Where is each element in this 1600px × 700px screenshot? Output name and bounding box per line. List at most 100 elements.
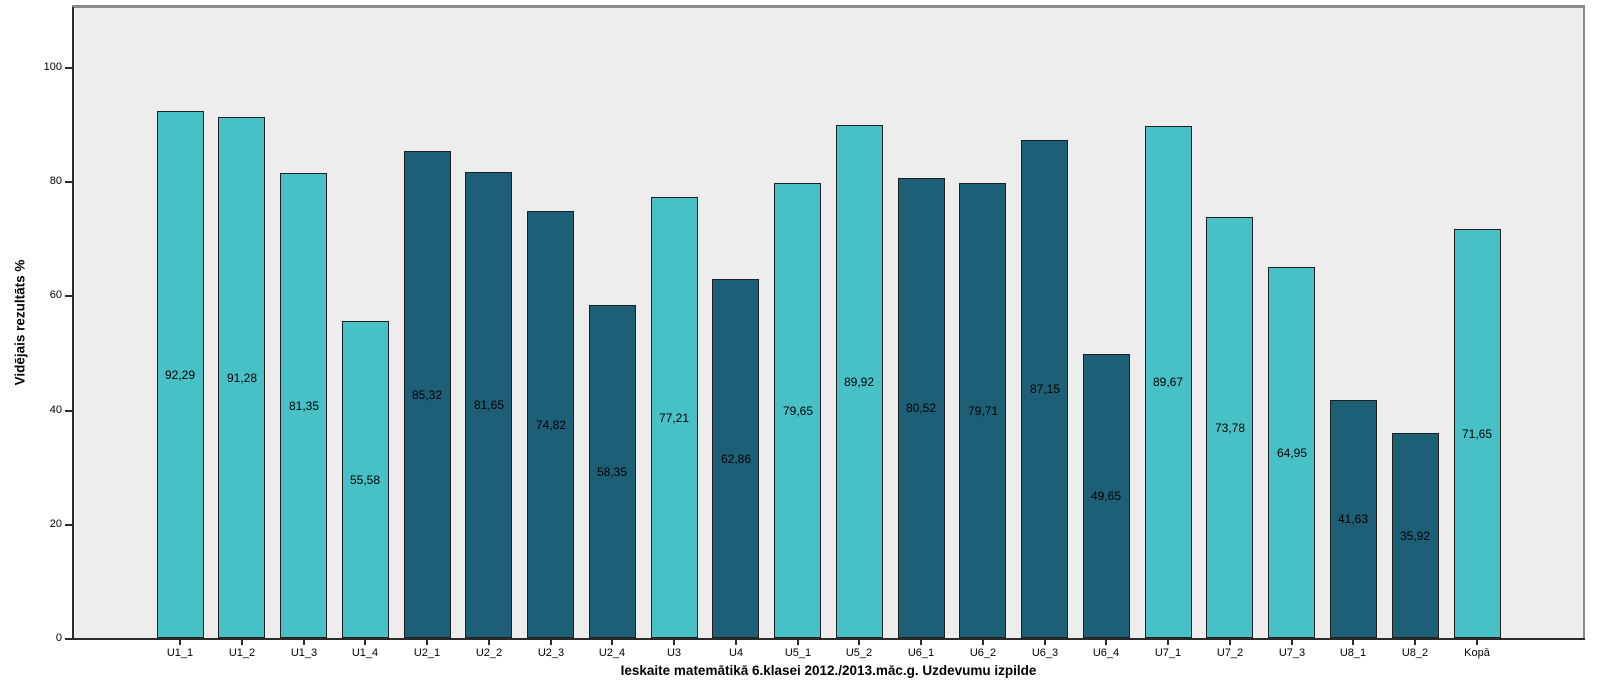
x-tick-label: U6_3: [1031, 647, 1059, 659]
bar-value-label: 62,86: [720, 452, 752, 466]
x-tick-label: U8_2: [1401, 647, 1429, 659]
x-tick-mark: [1414, 640, 1416, 645]
x-tick-label: U5_1: [784, 647, 812, 659]
x-tick-mark: [1229, 640, 1231, 645]
bar-U5_1: [774, 183, 821, 638]
x-tick-mark: [920, 640, 922, 645]
y-tick-label: 100: [43, 61, 62, 73]
bar-U6_3: [1021, 140, 1068, 638]
x-axis-title: Ieskaite matemātikā 6.klasei 2012./2013.…: [620, 663, 1037, 678]
bar-value-label: 73,78: [1214, 421, 1246, 435]
x-tick-mark: [982, 640, 984, 645]
plot-frame-top: [72, 5, 1585, 8]
bar-value-label: 71,65: [1461, 427, 1493, 441]
x-tick-mark: [1476, 640, 1478, 645]
x-tick-label: U2_2: [475, 647, 503, 659]
y-tick-label: 20: [49, 518, 62, 530]
x-tick-label: U1_4: [351, 647, 379, 659]
y-tick-mark: [65, 67, 72, 69]
y-tick-label: 0: [55, 632, 62, 644]
bar-value-label: 81,65: [473, 398, 505, 412]
bar-value-label: 92,29: [164, 368, 196, 382]
bar-value-label: 41,63: [1337, 512, 1369, 526]
bar-value-label: 79,71: [967, 404, 999, 418]
x-tick-mark: [426, 640, 428, 645]
bar-U8_2: [1392, 433, 1439, 638]
bar-value-label: 49,65: [1090, 489, 1122, 503]
bar-value-label: 35,92: [1399, 529, 1431, 543]
bar-U3: [651, 197, 698, 638]
y-axis-line: [72, 7, 74, 638]
y-tick-mark: [65, 181, 72, 183]
x-tick-mark: [611, 640, 613, 645]
x-tick-label: U8_1: [1339, 647, 1367, 659]
bar-value-label: 79,65: [782, 404, 814, 418]
x-tick-label: U7_1: [1154, 647, 1182, 659]
x-axis-line: [72, 638, 1585, 640]
x-tick-label: U3: [666, 647, 682, 659]
x-tick-label: U1_3: [290, 647, 318, 659]
y-tick-mark: [65, 638, 72, 640]
bar-U5_2: [836, 125, 883, 638]
x-tick-label: U5_2: [845, 647, 873, 659]
bar-U1_1: [157, 111, 204, 638]
x-tick-mark: [1291, 640, 1293, 645]
bar-U1_2: [218, 117, 265, 638]
x-tick-label: Kopā: [1464, 647, 1490, 659]
x-tick-mark: [735, 640, 737, 645]
x-tick-mark: [1352, 640, 1354, 645]
bar-U7_3: [1268, 267, 1315, 638]
bar-value-label: 89,67: [1152, 375, 1184, 389]
x-tick-mark: [550, 640, 552, 645]
x-tick-mark: [364, 640, 366, 645]
x-tick-mark: [241, 640, 243, 645]
bar-U2_4: [589, 305, 636, 638]
x-tick-mark: [1105, 640, 1107, 645]
bar-value-label: 85,32: [411, 388, 443, 402]
bar-value-label: 89,92: [843, 375, 875, 389]
y-tick-label: 80: [49, 175, 62, 187]
bar-U1_3: [280, 173, 327, 638]
bar-value-label: 91,28: [226, 371, 258, 385]
plot-frame-right: [1583, 5, 1585, 640]
x-tick-mark: [858, 640, 860, 645]
bar-Kopā: [1454, 229, 1501, 638]
bar-U2_3: [527, 211, 574, 638]
bar-value-label: 74,82: [535, 418, 567, 432]
y-tick-mark: [65, 410, 72, 412]
x-tick-mark: [797, 640, 799, 645]
x-tick-label: U7_3: [1278, 647, 1306, 659]
bar-value-label: 64,95: [1276, 446, 1308, 460]
bar-value-label: 80,52: [905, 401, 937, 415]
bar-U8_1: [1330, 400, 1377, 638]
bar-U4: [712, 279, 759, 638]
x-tick-label: U6_4: [1092, 647, 1120, 659]
x-tick-mark: [673, 640, 675, 645]
bar-U6_4: [1083, 354, 1130, 638]
x-tick-mark: [1167, 640, 1169, 645]
bar-value-label: 81,35: [288, 399, 320, 413]
x-tick-mark: [179, 640, 181, 645]
x-tick-label: U6_2: [969, 647, 997, 659]
y-tick-label: 40: [49, 404, 62, 416]
bar-U7_1: [1145, 126, 1192, 638]
x-tick-mark: [488, 640, 490, 645]
y-tick-mark: [65, 524, 72, 526]
bar-U7_2: [1206, 217, 1253, 638]
x-tick-mark: [1044, 640, 1046, 645]
x-tick-label: U2_1: [413, 647, 441, 659]
bar-value-label: 77,21: [658, 411, 690, 425]
y-axis-title: Vidējais rezultāts %: [12, 259, 28, 386]
bar-U6_1: [898, 178, 945, 638]
x-tick-label: U4: [728, 647, 744, 659]
bar-U6_2: [959, 183, 1006, 638]
bar-value-label: 87,15: [1029, 382, 1061, 396]
y-tick-mark: [65, 295, 72, 297]
x-tick-label: U2_3: [537, 647, 565, 659]
bar-U1_4: [342, 321, 389, 638]
bar-U2_1: [404, 151, 451, 638]
bar-U2_2: [465, 172, 512, 638]
bar-value-label: 58,35: [596, 465, 628, 479]
x-tick-label: U1_1: [166, 647, 194, 659]
